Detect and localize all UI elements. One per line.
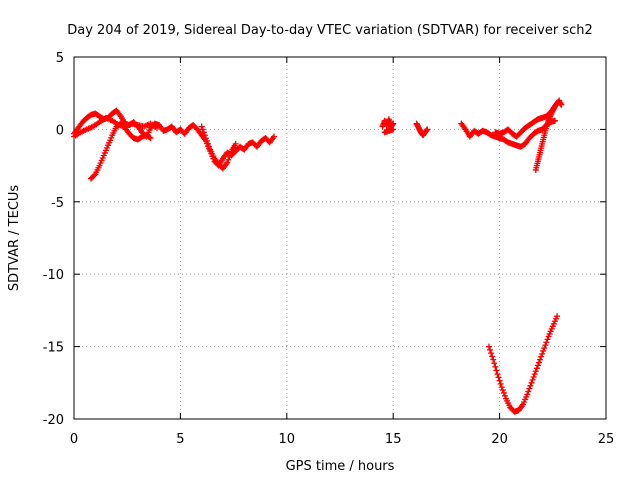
x-tick-label: 25 [598,432,615,447]
data-point [227,151,234,158]
x-tick-label: 5 [176,432,184,447]
data-point [200,129,207,136]
data-point [198,123,205,130]
data-point [232,140,239,147]
x-axis-label: GPS time / hours [286,459,395,474]
data-point [495,374,502,381]
data-point [531,371,538,378]
y-tick-label: -5 [51,196,64,211]
data-point [558,101,565,108]
plot-frame [73,56,607,420]
data-point [224,159,231,166]
grid [74,57,606,419]
data-points [71,97,565,415]
data-point [489,353,496,360]
series-seg-j [485,313,561,415]
y-tick-label: 0 [56,123,64,138]
data-point [488,350,495,357]
data-point [205,140,212,147]
data-point [541,345,548,352]
data-point [494,371,501,378]
data-point [501,392,508,399]
y-tick-label: -10 [43,268,64,283]
series-seg-g [458,117,558,150]
data-point [535,359,542,366]
data-point [496,377,503,384]
x-tick-label: 10 [279,432,296,447]
chart-title: Day 204 of 2019, Sidereal Day-to-day VTE… [67,23,593,38]
data-point [202,135,209,142]
data-point [490,356,497,363]
data-point [525,388,532,395]
data-point [146,134,153,141]
data-point [551,117,558,124]
data-point [487,346,494,353]
data-point [554,313,561,320]
data-point [485,343,492,350]
data-point [492,363,499,370]
data-point [226,153,233,160]
series-seg-i [532,98,565,173]
data-point [533,365,540,372]
data-point [206,143,213,150]
data-point [529,376,536,383]
y-tick-label: -20 [43,413,64,428]
data-point [201,132,208,139]
data-point [543,339,550,346]
data-point [390,126,397,133]
data-point [538,353,545,360]
y-tick-label: -15 [43,341,64,356]
data-point [225,156,232,163]
data-point [499,387,506,394]
data-point [147,135,154,142]
data-point [532,368,539,375]
data-point [539,350,546,357]
data-point [544,336,551,343]
series-seg-e [379,116,397,136]
x-tick-label: 0 [70,432,78,447]
data-point [153,124,160,131]
data-point [491,360,498,367]
data-point [493,367,500,374]
data-point [524,391,531,398]
x-tick-label: 15 [385,432,402,447]
data-point [497,380,504,387]
data-point [527,382,534,389]
data-point [526,385,533,392]
series-seg-b [71,114,160,140]
series-seg-f [413,120,431,139]
data-point [271,133,278,140]
x-tick-label: 20 [491,432,508,447]
data-point [537,356,544,363]
data-point [498,384,505,391]
series-seg-h [492,97,563,140]
data-point [530,374,537,381]
data-point [528,379,535,386]
data-point [91,172,98,179]
data-point [424,126,431,133]
data-point [500,389,507,396]
axis-ticks: 0 5 10 15 20 25 5 0 -5 -10 -15 -20 [43,51,615,447]
series-seg-d [198,123,239,172]
y-tick-label: 5 [56,51,64,66]
data-point [540,347,547,354]
data-point [534,362,541,369]
data-point [204,137,210,144]
data-point [542,342,549,349]
series-seg-c [88,120,154,182]
y-axis-label: SDTVAR / TECUs [7,185,22,292]
data-point [199,126,206,133]
